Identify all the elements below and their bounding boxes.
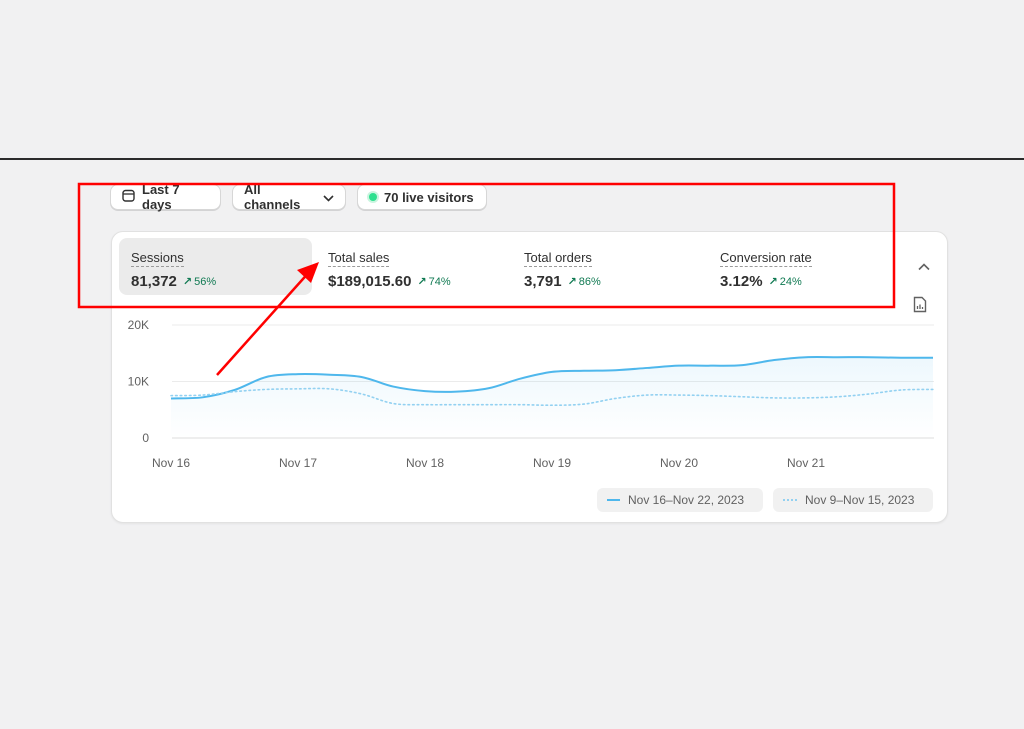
legend-previous-period[interactable]: Nov 9–Nov 15, 2023 xyxy=(773,488,933,512)
calendar-icon xyxy=(122,189,135,205)
legend-previous-label: Nov 9–Nov 15, 2023 xyxy=(805,493,915,507)
legend-solid-swatch xyxy=(607,499,620,501)
collapse-button[interactable] xyxy=(915,258,933,276)
y-tick-label: 0 xyxy=(142,431,149,445)
live-visitors-label: 70 live visitors xyxy=(384,189,474,205)
live-indicator-dot xyxy=(369,193,377,201)
live-visitors-button[interactable]: 70 live visitors xyxy=(357,184,487,210)
date-range-button[interactable]: Last 7 days xyxy=(110,182,221,212)
date-range-label: Last 7 days xyxy=(142,182,180,212)
x-tick-label: Nov 17 xyxy=(279,456,317,470)
series-line-previous xyxy=(170,387,934,407)
x-tick-label: Nov 19 xyxy=(533,456,571,470)
top-divider xyxy=(0,158,1024,160)
legend-dotted-swatch xyxy=(783,499,797,501)
channels-dropdown[interactable]: All channels xyxy=(232,182,346,212)
chevron-up-icon xyxy=(918,258,930,276)
report-icon xyxy=(913,296,927,317)
y-tick-label: 20K xyxy=(128,318,149,332)
analytics-card: Sessions 81,372 ↗ 56% Total sales $189,01… xyxy=(111,231,948,523)
x-tick-label: Nov 20 xyxy=(660,456,698,470)
x-tick-label: Nov 16 xyxy=(152,456,190,470)
legend-current-period[interactable]: Nov 16–Nov 22, 2023 xyxy=(597,488,763,512)
view-report-button[interactable] xyxy=(913,296,929,314)
legend-current-label: Nov 16–Nov 22, 2023 xyxy=(628,493,745,507)
channels-label: All channels xyxy=(244,182,301,212)
x-tick-label: Nov 21 xyxy=(787,456,825,470)
chevron-down-icon xyxy=(323,190,334,205)
y-tick-label: 10K xyxy=(128,375,149,389)
top-background xyxy=(0,0,1024,159)
x-tick-label: Nov 18 xyxy=(406,456,444,470)
